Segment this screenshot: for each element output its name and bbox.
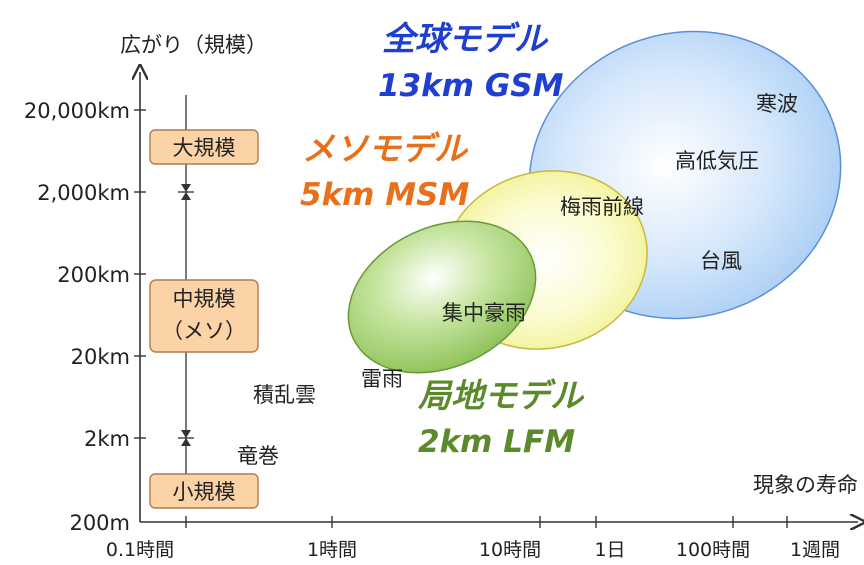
x-tick-label: 1週間 bbox=[790, 539, 840, 561]
y-tick-label: 200km bbox=[57, 263, 130, 287]
y-axis-title: 広がり（規模） bbox=[120, 33, 267, 57]
arrow-down-icon bbox=[181, 430, 191, 438]
gsm-model-name: 全球モデル bbox=[382, 19, 549, 58]
thunderstorm-label: 雷雨 bbox=[361, 367, 403, 391]
cold-wave-label: 寒波 bbox=[756, 92, 798, 116]
y-tick-label: 20,000km bbox=[24, 99, 130, 123]
arrow-up-icon bbox=[181, 192, 191, 200]
lfm-model-name: 局地モデル bbox=[418, 376, 585, 415]
msm-model-spec: 5km MSM bbox=[300, 177, 469, 213]
x-tick-label: 0.1時間 bbox=[106, 539, 174, 561]
meso-scale-label: 中規模 bbox=[173, 287, 236, 311]
lfm-model-spec: 2km LFM bbox=[418, 424, 575, 460]
x-tick-label: 100時間 bbox=[676, 539, 750, 561]
arrow-down-icon bbox=[181, 184, 191, 192]
tornado-label: 竜巻 bbox=[237, 444, 279, 468]
y-tick-label: 2km bbox=[84, 427, 130, 451]
baiu-front-label: 梅雨前線 bbox=[560, 195, 644, 219]
large-scale-box bbox=[149, 129, 259, 165]
meso-scale-sublabel: （メソ） bbox=[162, 319, 246, 343]
small-scale-label: 小規模 bbox=[173, 480, 236, 504]
meso-scale-box bbox=[149, 279, 259, 353]
pressure-system-label: 高低気圧 bbox=[675, 149, 759, 173]
x-axis-title: 現象の寿命 bbox=[753, 473, 858, 497]
y-tick-label: 2,000km bbox=[37, 181, 130, 205]
small-scale-box bbox=[149, 473, 259, 509]
y-tick-label: 200m bbox=[69, 511, 130, 535]
heavy-rain-label: 集中豪雨 bbox=[442, 301, 526, 325]
msm-model-name: メソモデル bbox=[302, 129, 469, 168]
x-tick-label: 1日 bbox=[594, 539, 625, 561]
arrow-up-icon bbox=[181, 438, 191, 446]
lfm-domain-ellipse bbox=[347, 220, 537, 374]
y-tick-label: 20km bbox=[71, 345, 130, 369]
cumulonimbus-label: 積乱雲 bbox=[253, 383, 316, 407]
x-tick-label: 1時間 bbox=[307, 539, 357, 561]
x-tick-label: 10時間 bbox=[479, 539, 541, 561]
typhoon-label: 台風 bbox=[700, 249, 742, 273]
gsm-model-spec: 13km GSM bbox=[378, 68, 564, 104]
large-scale-label: 大規模 bbox=[173, 136, 236, 160]
